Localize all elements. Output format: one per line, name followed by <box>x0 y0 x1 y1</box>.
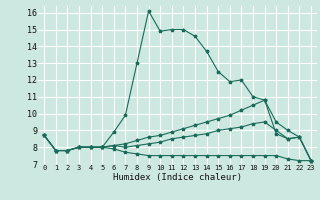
X-axis label: Humidex (Indice chaleur): Humidex (Indice chaleur) <box>113 173 242 182</box>
